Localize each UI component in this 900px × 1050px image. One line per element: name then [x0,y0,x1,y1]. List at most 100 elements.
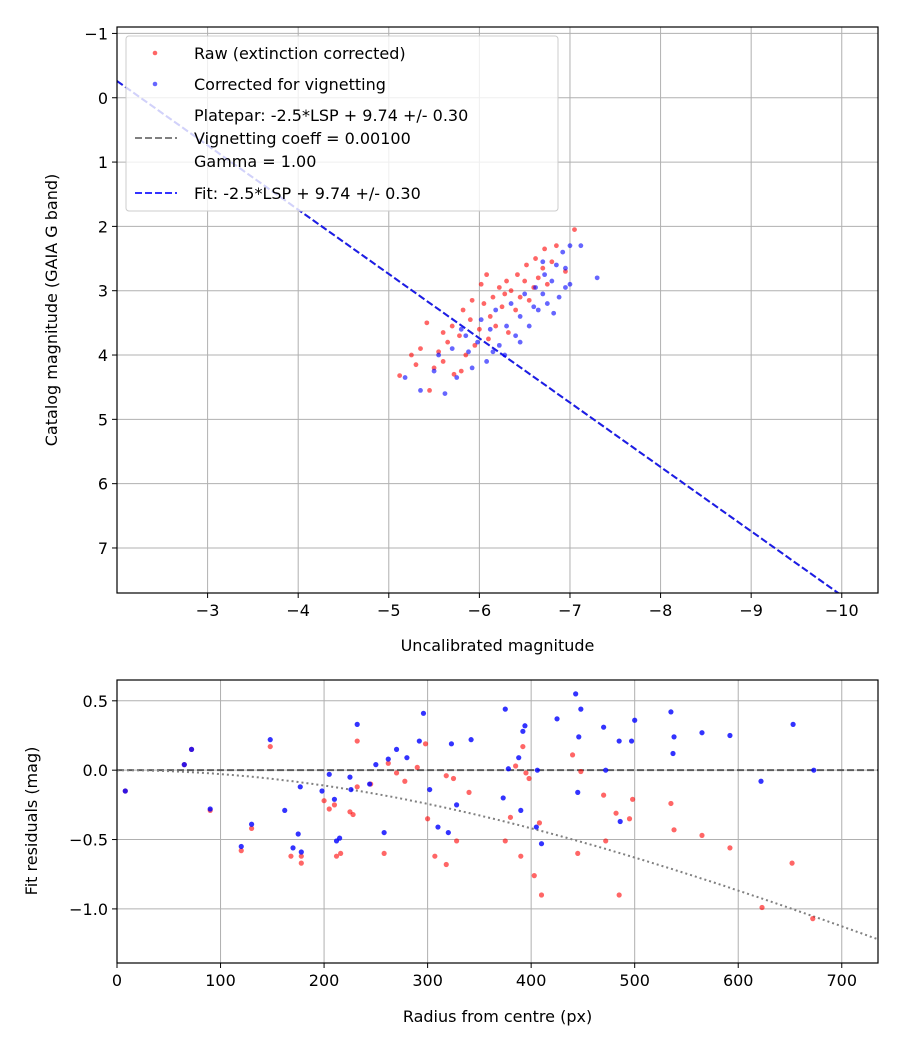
bottom-raw-point [789,860,795,866]
legend-platepar-label-line1: Platepar: -2.5*LSP + 9.74 +/- 0.30 [194,106,468,125]
top-y-tick-label: 7 [98,539,108,558]
bottom-corrected-point [188,746,195,752]
bottom-corrected-point [518,807,524,814]
bottom-corrected-point [331,796,338,802]
top-y-tick-label: 4 [98,346,108,365]
top-corrected-point [517,314,523,319]
bottom-corrected-point [326,771,332,777]
top-raw-point [457,333,462,339]
top-raw-point [463,352,469,358]
bottom-corrected-point [122,788,128,794]
bottom-y-ticks: 0.5 0.0 −0.5 −1.0 [69,692,117,919]
bottom-corrected-point [248,821,255,827]
top-corrected-point [551,310,557,316]
bottom-raw-point [630,796,636,802]
top-raw-point [418,346,423,351]
bottom-raw-point [450,775,457,782]
bottom-raw-point [454,838,460,844]
bottom-raw-point [520,743,526,750]
top-x-tick-label: −8 [649,601,673,620]
bottom-raw-point [526,775,532,782]
bottom-corrected-point [207,806,213,812]
bottom-corrected-point [575,789,581,795]
bottom-raw-point [569,752,576,758]
bottom-corrected-point [337,835,343,841]
bottom-raw-point [626,816,633,822]
bottom-axes-frame [116,679,879,964]
bottom-corrected-point [297,784,303,790]
bottom-raw-point [538,892,545,898]
top-raw-point [481,301,487,306]
top-raw-point [549,259,555,265]
bottom-corrected-point [601,724,607,730]
bottom-corrected-point [758,778,764,784]
bottom-corrected-point [505,766,511,772]
bottom-raw-point [354,738,360,744]
top-raw-point [524,262,529,268]
top-raw-points [397,227,577,393]
top-axes-frame [116,26,879,594]
top-corrected-point [531,304,537,310]
legend: Raw (extinction corrected) Corrected for… [125,35,559,212]
bottom-raw-point [354,784,360,790]
top-corrected-point [493,307,499,313]
top-raw-point [522,278,528,284]
bottom-raw-point [385,760,391,766]
top-raw-point [409,352,414,358]
bottom-raw-point [443,861,449,868]
bottom-corrected-point [578,706,584,712]
top-corrected-point [540,291,546,297]
top-raw-point [515,272,520,278]
top-raw-point [499,304,505,310]
bottom-y-tick-label: 0.5 [83,692,108,711]
bottom-x-tick-label: 500 [619,971,650,990]
bottom-raw-point [668,800,674,807]
bottom-raw-point [288,853,294,859]
bottom-corrected-point [393,746,400,752]
top-raw-point [535,275,541,281]
top-y-tick-label: 0 [98,89,108,108]
bottom-raw-point [350,811,356,818]
top-raw-point [517,294,523,300]
bottom-raw-point [502,838,508,844]
bottom-raw-point [671,827,677,833]
top-corrected-point [578,243,584,249]
top-corrected-point [463,333,469,339]
bottom-raw-point [759,904,765,911]
bottom-corrected-point [354,721,360,727]
top-corrected-point [567,281,573,287]
top-raw-point [526,297,532,303]
bottom-raw-point [578,768,584,775]
top-corrected-point [502,352,508,358]
top-raw-point [496,285,502,290]
top-x-tick-label: −9 [739,601,763,620]
top-corrected-point [418,387,423,393]
top-y-axis-label: Catalog magnitude (GAIA G band) [42,174,61,446]
top-y-tick-label: 1 [98,153,108,172]
top-x-tick-label: −6 [468,601,492,620]
top-raw-point [469,297,475,303]
top-raw-point [424,320,430,326]
bottom-corrected-point [435,824,441,830]
bottom-corrected-point [668,709,674,715]
bottom-corrected-point [628,738,635,744]
top-corrected-point [549,278,555,284]
bottom-corrected-point [500,795,506,801]
bottom-corrected-point [534,767,540,773]
bottom-raw-point [338,850,344,857]
legend-raw-label: Raw (extinction corrected) [194,44,406,63]
top-raw-point [487,314,493,319]
top-corrected-point [556,294,562,300]
bottom-corrected-point [267,737,273,743]
top-raw-point [505,330,511,335]
bottom-raw-point [402,778,408,784]
top-corrected-point [484,359,490,364]
top-raw-point [413,362,419,368]
top-raw-point [445,339,451,345]
bottom-corrected-point [404,755,410,761]
bottom-corrected-point [420,710,427,716]
bottom-raw-point [333,853,340,859]
bottom-corrected-point [811,767,817,773]
